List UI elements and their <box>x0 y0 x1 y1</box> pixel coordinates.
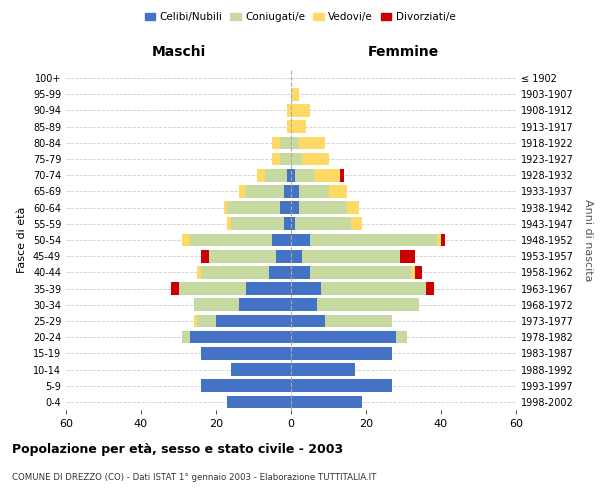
Bar <box>239 185 246 198</box>
Bar <box>182 331 190 344</box>
Bar <box>291 136 299 149</box>
Bar <box>295 218 351 230</box>
Bar <box>441 234 445 246</box>
Bar <box>321 282 426 295</box>
Bar <box>396 331 407 344</box>
Bar <box>193 314 197 328</box>
Bar <box>231 363 291 376</box>
Text: Maschi: Maschi <box>151 44 206 59</box>
Bar <box>227 218 231 230</box>
Bar <box>291 120 306 133</box>
Bar <box>317 298 419 311</box>
Bar <box>291 218 295 230</box>
Bar <box>276 250 291 262</box>
Bar <box>272 234 291 246</box>
Bar <box>351 218 362 230</box>
Bar <box>246 282 291 295</box>
Bar <box>246 185 284 198</box>
Bar <box>287 104 291 117</box>
Bar <box>201 250 209 262</box>
Bar <box>329 185 347 198</box>
Bar <box>291 250 302 262</box>
Bar <box>190 234 272 246</box>
Bar <box>291 152 302 166</box>
Bar <box>415 266 422 278</box>
Bar <box>197 266 201 278</box>
Bar <box>265 169 287 181</box>
Bar <box>209 250 276 262</box>
Bar <box>291 104 310 117</box>
Bar <box>179 282 246 295</box>
Bar <box>291 363 355 376</box>
Bar <box>287 169 291 181</box>
Bar <box>291 266 310 278</box>
Text: COMUNE DI DREZZO (CO) - Dati ISTAT 1° gennaio 2003 - Elaborazione TUTTITALIA.IT: COMUNE DI DREZZO (CO) - Dati ISTAT 1° ge… <box>12 472 376 482</box>
Bar <box>437 234 441 246</box>
Bar <box>269 266 291 278</box>
Bar <box>280 202 291 214</box>
Bar <box>291 88 299 101</box>
Bar <box>299 136 325 149</box>
Bar <box>171 282 179 295</box>
Bar <box>227 396 291 408</box>
Bar <box>201 380 291 392</box>
Bar <box>291 298 317 311</box>
Bar <box>314 169 340 181</box>
Bar <box>182 234 190 246</box>
Y-axis label: Anni di nascita: Anni di nascita <box>583 198 593 281</box>
Bar <box>193 298 239 311</box>
Bar <box>426 282 433 295</box>
Bar <box>302 250 400 262</box>
Bar <box>291 396 362 408</box>
Bar <box>291 169 295 181</box>
Bar <box>400 250 415 262</box>
Bar <box>280 152 291 166</box>
Bar <box>295 169 314 181</box>
Bar <box>302 152 329 166</box>
Bar <box>291 347 392 360</box>
Bar <box>239 298 291 311</box>
Bar <box>201 347 291 360</box>
Bar <box>216 314 291 328</box>
Bar <box>272 136 280 149</box>
Bar <box>284 185 291 198</box>
Y-axis label: Fasce di età: Fasce di età <box>17 207 27 273</box>
Bar <box>231 218 284 230</box>
Bar <box>291 202 299 214</box>
Bar <box>291 380 392 392</box>
Bar <box>223 202 227 214</box>
Bar <box>291 185 299 198</box>
Bar <box>340 169 343 181</box>
Bar <box>287 120 291 133</box>
Bar <box>257 169 265 181</box>
Bar <box>284 218 291 230</box>
Bar <box>201 266 269 278</box>
Bar <box>325 314 392 328</box>
Bar <box>411 266 415 278</box>
Bar <box>347 202 359 214</box>
Bar <box>299 202 347 214</box>
Bar <box>310 234 437 246</box>
Bar <box>310 266 411 278</box>
Bar <box>280 136 291 149</box>
Bar <box>291 282 321 295</box>
Text: Popolazione per età, sesso e stato civile - 2003: Popolazione per età, sesso e stato civil… <box>12 442 343 456</box>
Bar <box>272 152 280 166</box>
Bar <box>190 331 291 344</box>
Legend: Celibi/Nubili, Coniugati/e, Vedovi/e, Divorziati/e: Celibi/Nubili, Coniugati/e, Vedovi/e, Di… <box>140 8 460 26</box>
Bar <box>291 314 325 328</box>
Bar <box>227 202 280 214</box>
Bar <box>291 234 310 246</box>
Bar <box>299 185 329 198</box>
Bar <box>291 331 396 344</box>
Text: Femmine: Femmine <box>368 44 439 59</box>
Bar <box>197 314 216 328</box>
